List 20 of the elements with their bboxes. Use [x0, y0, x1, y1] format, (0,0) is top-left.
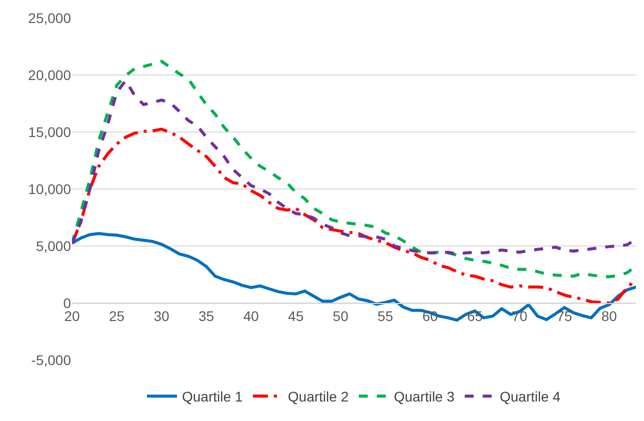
x-tick-label: 80	[601, 308, 618, 324]
x-tick-label: 70	[512, 308, 528, 324]
x-tick-label: 50	[332, 308, 349, 324]
y-tick-label: -5,000	[31, 352, 72, 368]
legend-label: Quartile 1	[182, 388, 243, 405]
x-tick-label: 75	[556, 308, 572, 324]
x-tick-label: 35	[198, 308, 214, 324]
legend-label: Quartile 2	[288, 388, 349, 405]
legend-label: Quartile 3	[394, 388, 455, 405]
x-tick-label: 45	[288, 308, 304, 324]
x-tick-label: 40	[243, 308, 260, 324]
y-tick-label: 10,000	[28, 180, 72, 197]
y-tick-label: 25,000	[28, 10, 72, 26]
x-tick-label: 30	[154, 308, 170, 324]
y-tick-label: 20,000	[28, 66, 72, 83]
y-tick-label: 15,000	[28, 124, 72, 140]
x-tick-label: 55	[378, 308, 394, 324]
x-tick-label: 25	[108, 308, 125, 324]
y-tick-label: 5,000	[36, 238, 72, 254]
legend-label: Quartile 4	[500, 388, 561, 405]
